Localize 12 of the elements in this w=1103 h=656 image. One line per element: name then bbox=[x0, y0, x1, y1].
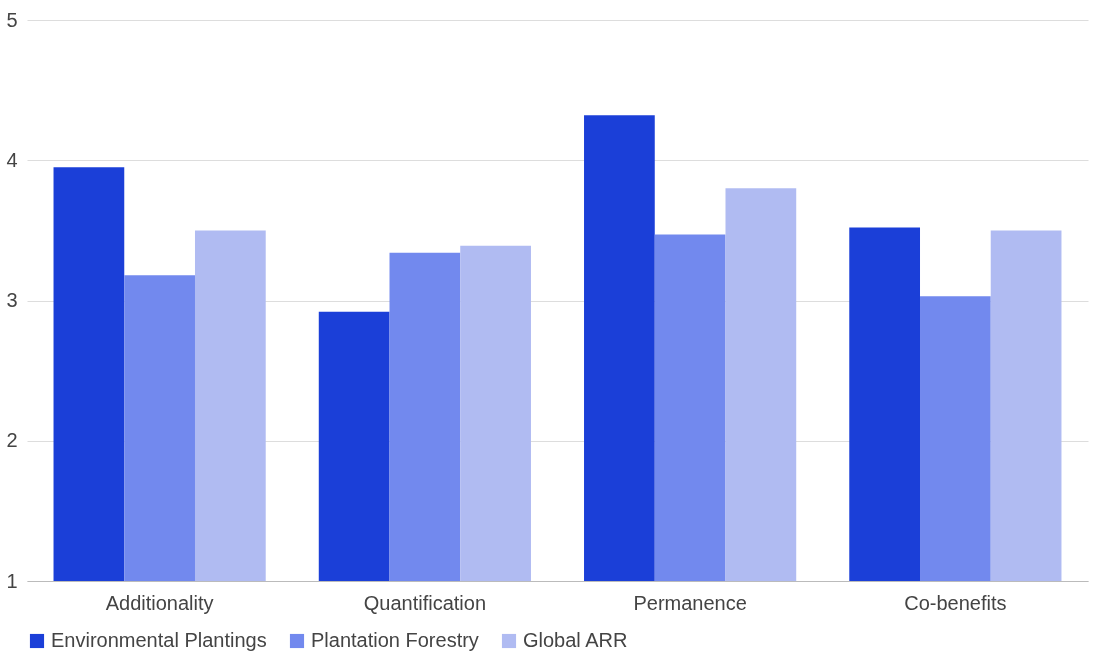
x-tick-label: Co-benefits bbox=[904, 591, 1007, 614]
x-tick-label: Permanence bbox=[633, 591, 747, 614]
y-tick-label: 5 bbox=[6, 8, 18, 31]
legend-label: Plantation Forestry bbox=[311, 629, 479, 651]
legend-label: Environmental Plantings bbox=[51, 629, 267, 651]
x-tick-label: Additionality bbox=[105, 591, 214, 614]
y-tick-label: 2 bbox=[6, 429, 18, 452]
y-tick-label: 1 bbox=[6, 569, 18, 592]
y-tick-label: 3 bbox=[6, 289, 18, 311]
y-tick-label: 4 bbox=[6, 148, 18, 171]
legend-label: Global ARR bbox=[523, 629, 628, 651]
x-tick-label: Quantification bbox=[363, 591, 487, 614]
